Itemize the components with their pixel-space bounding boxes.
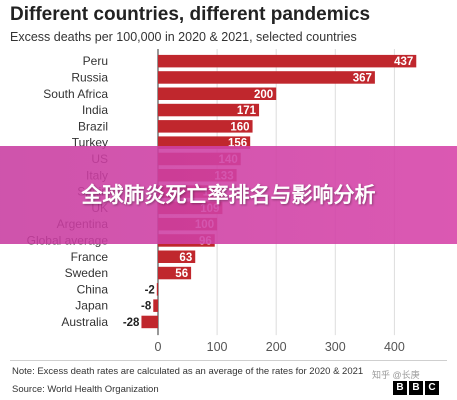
x-tick-label: 400	[384, 340, 405, 354]
data-label: 200	[254, 89, 273, 101]
bar	[153, 299, 158, 312]
data-label: -8	[141, 301, 152, 313]
bar	[158, 87, 277, 100]
category-label: South Africa	[43, 87, 108, 101]
x-tick-label: 100	[207, 340, 228, 354]
bbc-logo-letter: C	[425, 381, 439, 395]
category-label: Brazil	[78, 119, 108, 133]
data-label: -2	[145, 284, 155, 296]
data-label: 171	[237, 105, 257, 117]
data-label: -28	[123, 317, 140, 329]
bbc-logo-letter: B	[409, 381, 423, 395]
category-label: Russia	[71, 70, 108, 84]
category-label: Peru	[83, 54, 108, 68]
category-label: Australia	[61, 315, 108, 329]
bar	[158, 136, 251, 149]
watermark: 知乎 @长庚	[372, 370, 420, 380]
data-label: 367	[353, 72, 372, 84]
category-label: China	[77, 282, 109, 296]
bar	[158, 103, 260, 117]
bbc-logo-letter: B	[393, 381, 407, 395]
category-label: France	[71, 250, 109, 264]
banner-text: 全球肺炎死亡率排名与影响分析	[81, 183, 376, 207]
x-tick-label: 200	[266, 340, 287, 354]
chart-title: Different countries, different pandemics	[10, 4, 371, 25]
x-tick-label: 0	[155, 340, 162, 354]
category-label: India	[82, 103, 108, 117]
bbc-logo: B B C	[393, 381, 439, 395]
data-label: 160	[230, 121, 249, 133]
bar	[158, 250, 196, 263]
data-label: 437	[394, 56, 413, 68]
chart-source: Source: World Health Organization	[12, 384, 159, 395]
data-label: 63	[179, 252, 192, 264]
footer-divider	[10, 360, 447, 361]
overlay-banner: 全球肺炎死亡率排名与影响分析	[0, 146, 457, 244]
x-tick-labels: 0 100 200 300 400	[155, 340, 405, 354]
bar	[158, 54, 417, 68]
category-label: Japan	[75, 299, 108, 313]
bar	[158, 120, 253, 133]
chart-note: Note: Excess death rates are calculated …	[12, 366, 364, 377]
bar	[158, 71, 375, 84]
category-label: Sweden	[65, 266, 108, 280]
data-label: 56	[175, 268, 188, 280]
bar	[158, 266, 192, 280]
x-tick-label: 300	[325, 340, 346, 354]
bar	[156, 283, 158, 296]
chart-subtitle: Excess deaths per 100,000 in 2020 & 2021…	[10, 30, 357, 44]
bar	[141, 315, 158, 329]
